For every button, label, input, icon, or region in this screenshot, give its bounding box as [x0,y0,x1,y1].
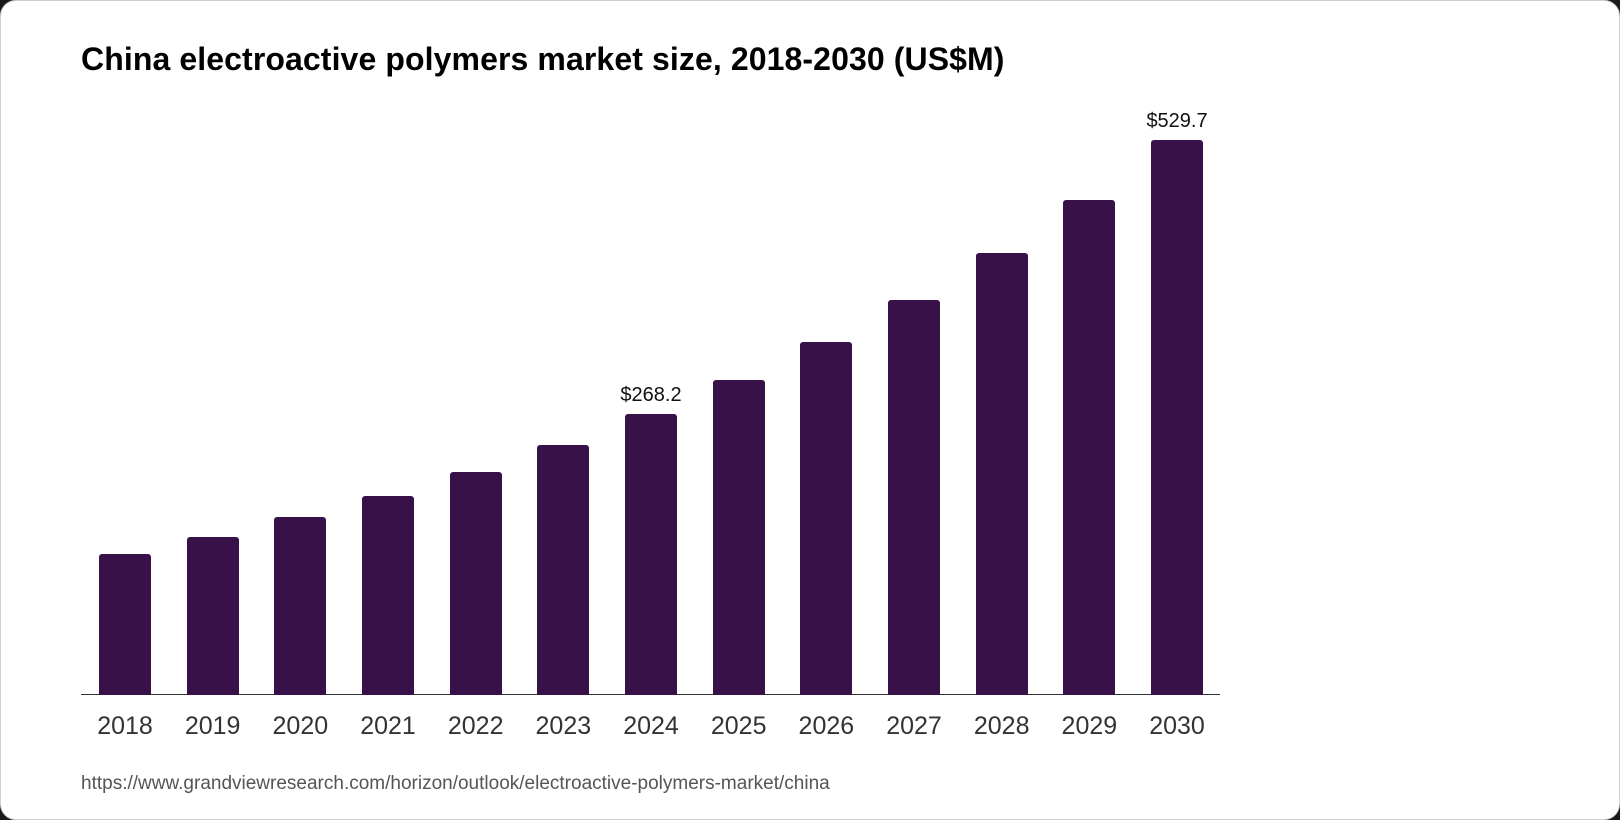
bar-2019 [186,537,239,695]
x-tick-label: 2025 [710,712,767,740]
data-label-2024: $268.2 [620,384,682,406]
bar-2022 [449,472,502,695]
bar-2029 [1063,200,1116,695]
x-tick-label: 2026 [798,712,855,740]
x-tick-label: 2021 [360,712,416,740]
bar-2028 [975,253,1028,695]
bar-2021 [362,496,414,695]
x-tick-label: 2024 [623,712,679,740]
bar-2025 [712,380,765,695]
x-tick-label: 2030 [1149,712,1205,740]
x-tick-label: 2028 [973,712,1030,740]
x-tick-label: 2019 [184,712,241,740]
x-tick-label: 2018 [97,712,153,740]
source-url: https://www.grandviewresearch.com/horizo… [81,773,830,794]
x-tick-label: 2029 [1061,712,1118,740]
bar-2030 [1151,140,1204,695]
data-label-2030: $529.7 [1146,110,1208,132]
bar-2027 [888,300,941,695]
bar-2024 [625,414,678,695]
x-tick-label: 2022 [447,712,504,740]
x-tick-label: 2023 [535,712,592,740]
chart-title: China electroactive polymers market size… [81,41,1005,77]
x-tick-label: 2027 [886,712,942,740]
bar-2020 [274,517,327,695]
plot-area: 2018 2019 2020 2021 2022 2023 2024 $268.2 2025 20… [1,1,1620,761]
bar-2018 [99,554,151,695]
x-tick-label: 2020 [272,712,329,740]
bar-2023 [537,445,590,695]
bar-2026 [800,342,853,695]
